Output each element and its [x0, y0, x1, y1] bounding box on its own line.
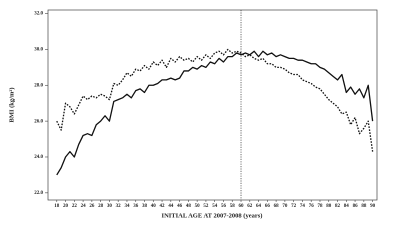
x-tick-label: 58	[230, 204, 236, 209]
x-tick-label: 50	[195, 204, 201, 209]
y-tick-label: 26.0	[34, 119, 43, 124]
x-tick-label: 60	[239, 204, 245, 209]
x-tick-label: 38	[142, 204, 148, 209]
x-tick-label: 70	[282, 204, 288, 209]
x-tick-label: 18	[54, 204, 60, 209]
x-tick-label: 32	[116, 204, 122, 209]
series-line	[56, 50, 374, 176]
series-line	[56, 48, 374, 152]
y-tick-label: 22.0	[34, 191, 43, 196]
plot-frame	[47, 9, 378, 201]
x-tick-label: 52	[203, 204, 209, 209]
y-tick-label: 32.0	[34, 12, 43, 17]
x-tick-label: 82	[335, 204, 341, 209]
x-tick-label: 76	[309, 204, 315, 209]
y-tick-label: 30.0	[34, 48, 43, 53]
x-tick-label: 78	[317, 204, 323, 209]
x-tick-label: 80	[326, 204, 332, 209]
x-tick-label: 36	[133, 204, 139, 209]
x-tick-label: 48	[186, 204, 192, 209]
x-tick-label: 24	[81, 204, 87, 209]
chart: INITIAL AGE AT 2007-2008 (years) BMI (kg…	[8, 9, 378, 219]
x-tick-label: 56	[221, 204, 227, 209]
x-tick-label: 74	[300, 204, 306, 209]
x-tick-label: 40	[151, 204, 157, 209]
x-tick-label: 68	[274, 204, 280, 209]
x-tick-label: 66	[265, 204, 271, 209]
x-axis-title: INITIAL AGE AT 2007-2008 (years)	[162, 212, 263, 219]
y-tick-label: 24.0	[34, 155, 43, 160]
y-axis-title: BMI (kg/m²)	[8, 88, 15, 123]
x-tick-label: 44	[168, 204, 174, 209]
x-tick-label: 86	[353, 204, 359, 209]
x-tick-label: 30	[107, 204, 113, 209]
x-tick-label: 34	[124, 204, 130, 209]
x-tick-label: 20	[63, 204, 69, 209]
x-tick-label: 64	[256, 204, 262, 209]
y-tick-label: 28.0	[34, 83, 43, 88]
x-tick-label: 54	[212, 204, 218, 209]
x-tick-label: 28	[98, 204, 104, 209]
x-tick-label: 22	[72, 204, 78, 209]
x-tick-label: 72	[291, 204, 297, 209]
x-tick-label: 42	[160, 204, 166, 209]
x-tick-label: 88	[361, 204, 367, 209]
x-tick-label: 84	[344, 204, 350, 209]
x-tick-label: 90	[370, 204, 376, 209]
x-tick-label: 46	[177, 204, 183, 209]
x-tick-label: 26	[89, 204, 95, 209]
x-tick-label: 62	[247, 204, 253, 209]
